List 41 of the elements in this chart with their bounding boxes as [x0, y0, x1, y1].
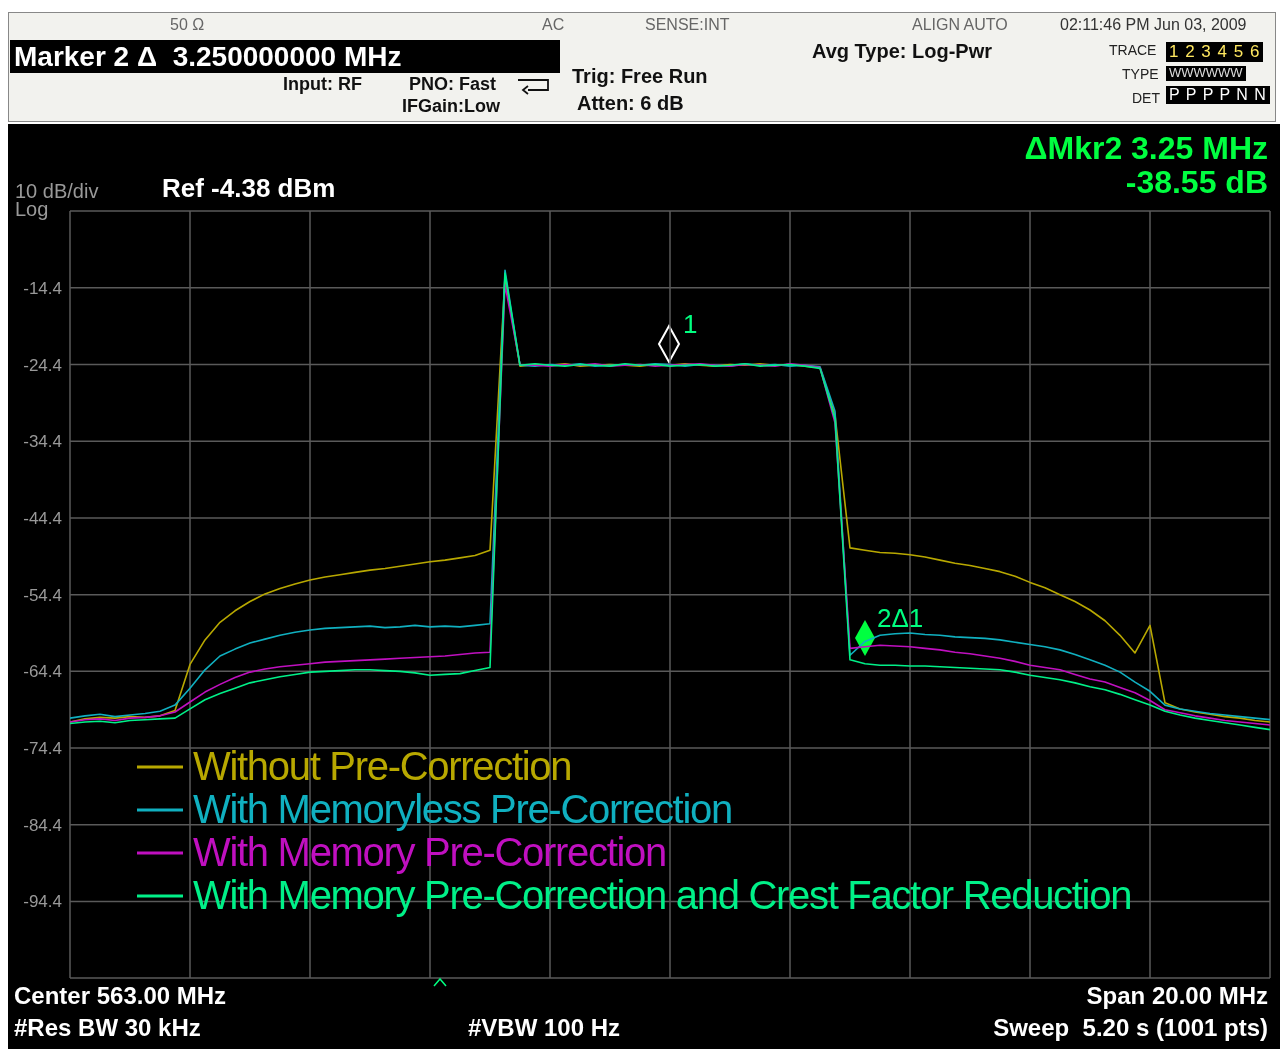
legend-label: With Memory Pre-Correction: [193, 830, 666, 875]
y-tick-label: -54.4: [23, 585, 62, 605]
text: Span 20.00 MHz: [1086, 982, 1268, 1010]
annotation: 1: [683, 309, 698, 340]
legend-label: With Memory Pre-Correction and Crest Factor Reduction: [193, 873, 1132, 918]
text: WWWWWW: [1166, 65, 1246, 81]
text: Atten: 6 dB: [577, 92, 684, 115]
y-tick-label: -14.4: [23, 278, 62, 298]
y-tick-label: -94.4: [23, 892, 62, 912]
y-tick-label: -24.4: [23, 355, 62, 375]
y-tick-label: -44.4: [23, 508, 62, 528]
y-tick-label: -84.4: [23, 815, 62, 835]
legend-label: With Memoryless Pre-Correction: [193, 787, 732, 832]
text: IFGain:Low: [402, 96, 500, 117]
text: SENSE:INT: [645, 16, 730, 35]
text: PNO: Fast: [409, 74, 497, 95]
y-tick-label: -74.4: [23, 739, 62, 759]
text: Trig: Free Run: [572, 65, 708, 88]
text: Center 563.00 MHz: [14, 982, 227, 1010]
text: 50 Ω: [170, 16, 205, 35]
text: Marker 2 Δ 3.250000000 MHz: [10, 40, 560, 73]
text: ΔMkr2 3.25 MHz: [1024, 130, 1268, 167]
text: 02:11:46 PM Jun 03, 2009: [1060, 16, 1247, 35]
legend-label: Without Pre-Correction: [193, 744, 572, 789]
y-tick-label: -64.4: [23, 662, 62, 682]
text: AC: [542, 16, 565, 35]
annotation: 2Δ1: [877, 603, 924, 634]
text: Input: RF: [283, 74, 362, 95]
text: DET: [1132, 90, 1160, 107]
text: 1 2 3 4 5 6: [1166, 42, 1264, 62]
text: Ref -4.38 dBm: [162, 173, 336, 204]
text: #VBW 100 Hz: [468, 1014, 621, 1042]
text: P P P P N N: [1166, 86, 1270, 105]
text: ALIGN AUTO: [912, 16, 1008, 35]
text: TRACE: [1109, 42, 1157, 59]
text: Avg Type: Log-Pwr: [812, 40, 992, 63]
text: -38.55 dB: [1125, 164, 1268, 201]
text: TYPE: [1122, 66, 1159, 83]
text: #Res BW 30 kHz: [14, 1014, 201, 1042]
y-tick-label: -34.4: [23, 432, 62, 452]
text: Sweep 5.20 s (1001 pts): [993, 1014, 1268, 1042]
